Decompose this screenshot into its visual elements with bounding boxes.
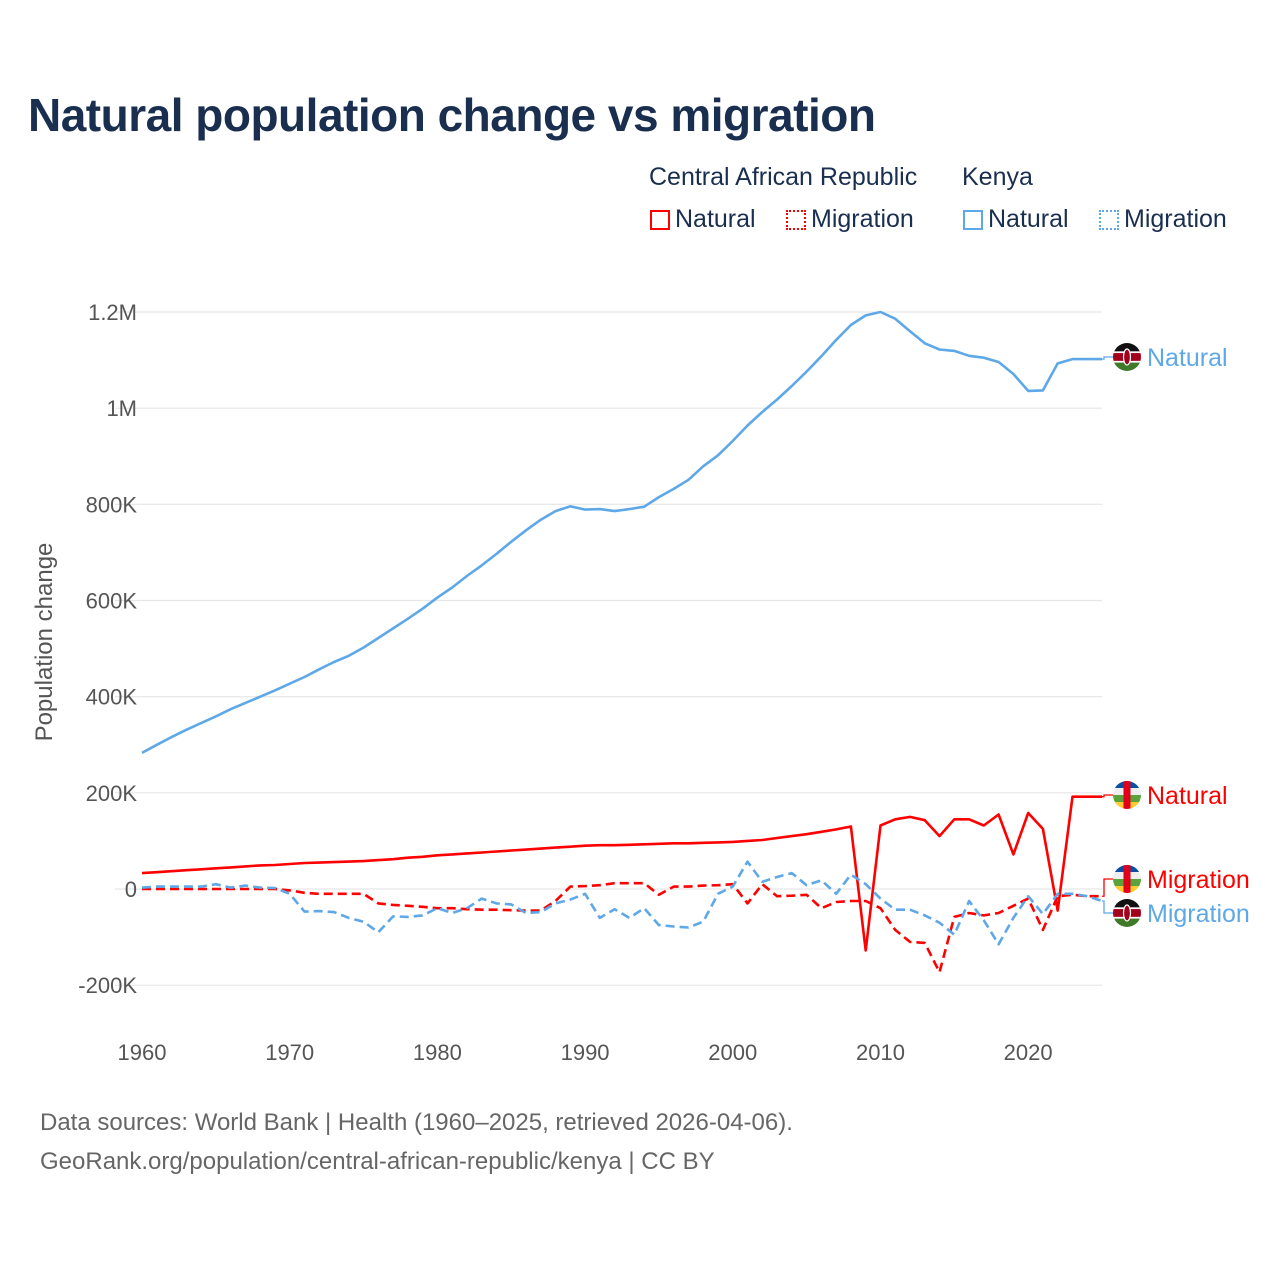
series-end-label: Natural (1147, 782, 1228, 810)
legend-label: Natural (675, 205, 756, 233)
y-tick-label: 200K (86, 781, 138, 806)
flag-body (1113, 343, 1141, 371)
flag-body (1113, 781, 1141, 809)
flag-band (1123, 781, 1131, 809)
x-tick-label: 1990 (561, 1040, 610, 1065)
series-line-kenya-migration (141, 860, 1103, 946)
y-tick-label: 600K (86, 589, 138, 614)
legend-group-car: Central African Republic (649, 163, 918, 191)
series-end-label: Migration (1147, 866, 1250, 894)
kenya-flag-icon (1113, 343, 1141, 371)
legend-swatch-solid (650, 209, 670, 230)
flag-stripe (1113, 899, 1141, 908)
flag-shield (1122, 904, 1132, 922)
y-tick-label: 800K (86, 492, 138, 517)
x-tick-label: 1980 (413, 1040, 462, 1065)
car-flag-icon (1113, 781, 1141, 809)
label-connector (1102, 900, 1113, 914)
legend-item-car-natural[interactable]: Natural (650, 205, 756, 234)
y-axis-label: Population change (31, 543, 58, 742)
label-connector (1102, 878, 1113, 897)
legend-swatch-dotted (786, 209, 806, 230)
kenya-flag-icon (1113, 899, 1141, 927)
legend-group-kenya: Kenya (962, 163, 1033, 191)
series-end-label: Migration (1147, 900, 1250, 928)
legend-label: Migration (1124, 205, 1227, 233)
y-tick-label: 1.2M (88, 300, 137, 325)
flag-stripe (1113, 362, 1141, 371)
series-line-central-african-republic-natural (141, 795, 1102, 952)
x-tick-label: 2020 (1004, 1040, 1053, 1065)
series-end-label: Natural (1147, 344, 1228, 372)
x-tick-label: 2000 (708, 1040, 757, 1065)
legend-swatch-solid (963, 209, 983, 230)
legend-item-car-migration[interactable]: Migration (786, 205, 914, 234)
footer-sources: Data sources: World Bank | Health (1960–… (40, 1109, 793, 1136)
flag-band (1123, 865, 1131, 893)
y-tick-label: 0 (125, 877, 137, 902)
legend-label: Migration (811, 205, 914, 233)
chart-title: Natural population change vs migration (28, 89, 876, 141)
legend-swatch-dotted (1099, 209, 1119, 230)
x-tick-label: 1970 (265, 1040, 314, 1065)
series-line-kenya-natural (141, 310, 1102, 755)
y-tick-label: 400K (86, 685, 138, 710)
legend-item-kenya-migration[interactable]: Migration (1099, 205, 1227, 234)
label-connector (1102, 794, 1113, 798)
y-tick-label: -200K (78, 973, 137, 998)
flag-shield (1122, 348, 1132, 366)
x-tick-label: 2010 (856, 1040, 905, 1065)
y-tick-label: 1M (106, 396, 137, 421)
label-connector (1102, 356, 1113, 360)
car-flag-icon (1113, 865, 1141, 893)
legend-label: Natural (988, 205, 1069, 233)
flag-stripe (1113, 918, 1141, 927)
footer-link[interactable]: GeoRank.org/population/central-african-r… (40, 1148, 715, 1175)
legend-item-kenya-natural[interactable]: Natural (963, 205, 1069, 234)
x-tick-label: 1960 (118, 1040, 167, 1065)
flag-body (1113, 865, 1141, 893)
flag-stripe (1113, 343, 1141, 352)
series-line-central-african-republic-migration (142, 881, 1102, 974)
flag-body (1113, 899, 1141, 927)
